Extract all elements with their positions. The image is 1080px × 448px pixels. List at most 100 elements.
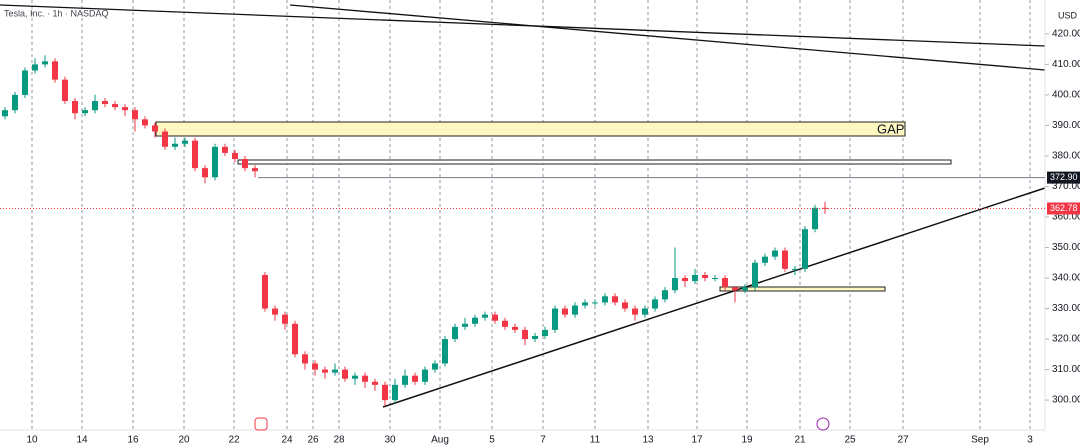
- candle-body: [72, 101, 78, 114]
- candle-body: [592, 302, 598, 304]
- candle-body: [452, 326, 458, 340]
- candle-body: [272, 308, 278, 315]
- candle-body: [232, 152, 238, 159]
- candle-body: [472, 317, 478, 324]
- x-tick-label: Sep: [971, 435, 989, 446]
- y-tick-label: 340.00: [1052, 273, 1080, 284]
- candle-body: [682, 278, 688, 282]
- candle-body: [132, 110, 138, 120]
- candle-body: [442, 339, 448, 364]
- candle-body: [302, 354, 308, 364]
- candle-body: [22, 70, 28, 95]
- candle-body: [332, 369, 338, 373]
- gap-box: [155, 121, 906, 137]
- level-label: 372.90: [1050, 172, 1078, 182]
- trend-line: [289, 4, 1046, 71]
- candle-body: [12, 94, 18, 111]
- zone-box: [237, 159, 952, 165]
- candle-body: [572, 305, 578, 315]
- x-tick-label: 13: [642, 435, 654, 446]
- x-tick-label: 22: [228, 435, 240, 446]
- candle-body: [342, 369, 348, 379]
- candle-body: [502, 320, 508, 327]
- candle-body: [142, 119, 148, 126]
- zone-box: [719, 286, 886, 292]
- candle-body: [642, 308, 648, 315]
- x-tick-label: 7: [540, 435, 546, 446]
- candle-body: [712, 278, 718, 280]
- x-tick-label: 30: [384, 435, 396, 446]
- candle-body: [582, 302, 588, 306]
- x-tick-label: 17: [691, 435, 703, 446]
- last-price-label: 362.78: [1050, 203, 1078, 213]
- candle-body: [482, 314, 488, 318]
- candle-body: [152, 125, 158, 132]
- y-tick-label: 410.00: [1052, 59, 1080, 70]
- candle-body: [202, 168, 208, 178]
- candle-body: [402, 375, 408, 385]
- candle-body: [432, 363, 438, 370]
- candle-body: [292, 323, 298, 355]
- candle-body: [812, 207, 818, 230]
- x-tick-label: 20: [178, 435, 190, 446]
- x-tick-label: 11: [590, 435, 601, 446]
- candle-body: [692, 274, 698, 282]
- candle-body: [262, 274, 268, 309]
- candle-body: [92, 101, 98, 111]
- candle-body: [652, 299, 658, 309]
- candle-body: [322, 369, 328, 373]
- candle-body: [2, 110, 8, 117]
- candle-body: [802, 229, 808, 269]
- candle-body: [172, 143, 178, 147]
- candle-body: [82, 110, 88, 114]
- y-tick-label: 300.00: [1052, 395, 1080, 406]
- x-tick-label: 28: [333, 435, 345, 446]
- candle-body: [522, 329, 528, 340]
- candle-body: [622, 302, 628, 309]
- candle-body: [602, 296, 608, 303]
- candle-body: [722, 278, 728, 288]
- candle-body: [462, 323, 468, 327]
- earnings-icon[interactable]: [254, 417, 268, 431]
- candle-body: [52, 61, 58, 80]
- y-tick-label: 350.00: [1052, 242, 1080, 253]
- chart-title: Tesla, Inc. · 1h · NASDAQ: [4, 8, 109, 18]
- candle-body: [742, 287, 748, 291]
- candle-body: [512, 326, 518, 330]
- candle-body: [702, 274, 708, 279]
- candle-body: [32, 64, 38, 71]
- candle-body: [242, 158, 248, 169]
- y-tick-label: 370.00: [1052, 181, 1080, 192]
- candle-body: [372, 381, 378, 385]
- x-tick-label: 26: [307, 435, 319, 446]
- x-tick-label: 3: [1027, 435, 1033, 446]
- y-tick-label: 400.00: [1052, 90, 1080, 101]
- candle-body: [672, 278, 678, 291]
- candle-body: [412, 375, 418, 382]
- candle-body: [362, 375, 368, 382]
- candle-body: [762, 256, 768, 263]
- y-tick-label: 320.00: [1052, 334, 1080, 345]
- candle-body: [192, 140, 198, 169]
- trend-line: [382, 187, 1046, 408]
- x-tick-label: 16: [127, 435, 139, 446]
- candle-body: [282, 314, 288, 324]
- candle-body: [382, 384, 388, 401]
- x-tick-label: 10: [26, 435, 38, 446]
- y-tick-label: 330.00: [1052, 303, 1080, 314]
- candle-body: [532, 336, 538, 340]
- annotation: GAP: [877, 121, 904, 136]
- candle-body: [182, 140, 188, 144]
- candle-body: [252, 168, 258, 172]
- candle-body: [752, 262, 758, 288]
- candle-body: [352, 375, 358, 379]
- candle-body: [312, 363, 318, 370]
- candle-body: [212, 146, 218, 178]
- y-tick-label: 420.00: [1052, 29, 1080, 40]
- event-icon[interactable]: [816, 417, 830, 431]
- candle-body: [102, 101, 108, 105]
- currency: USD: [1058, 10, 1078, 20]
- candle-body: [112, 104, 118, 108]
